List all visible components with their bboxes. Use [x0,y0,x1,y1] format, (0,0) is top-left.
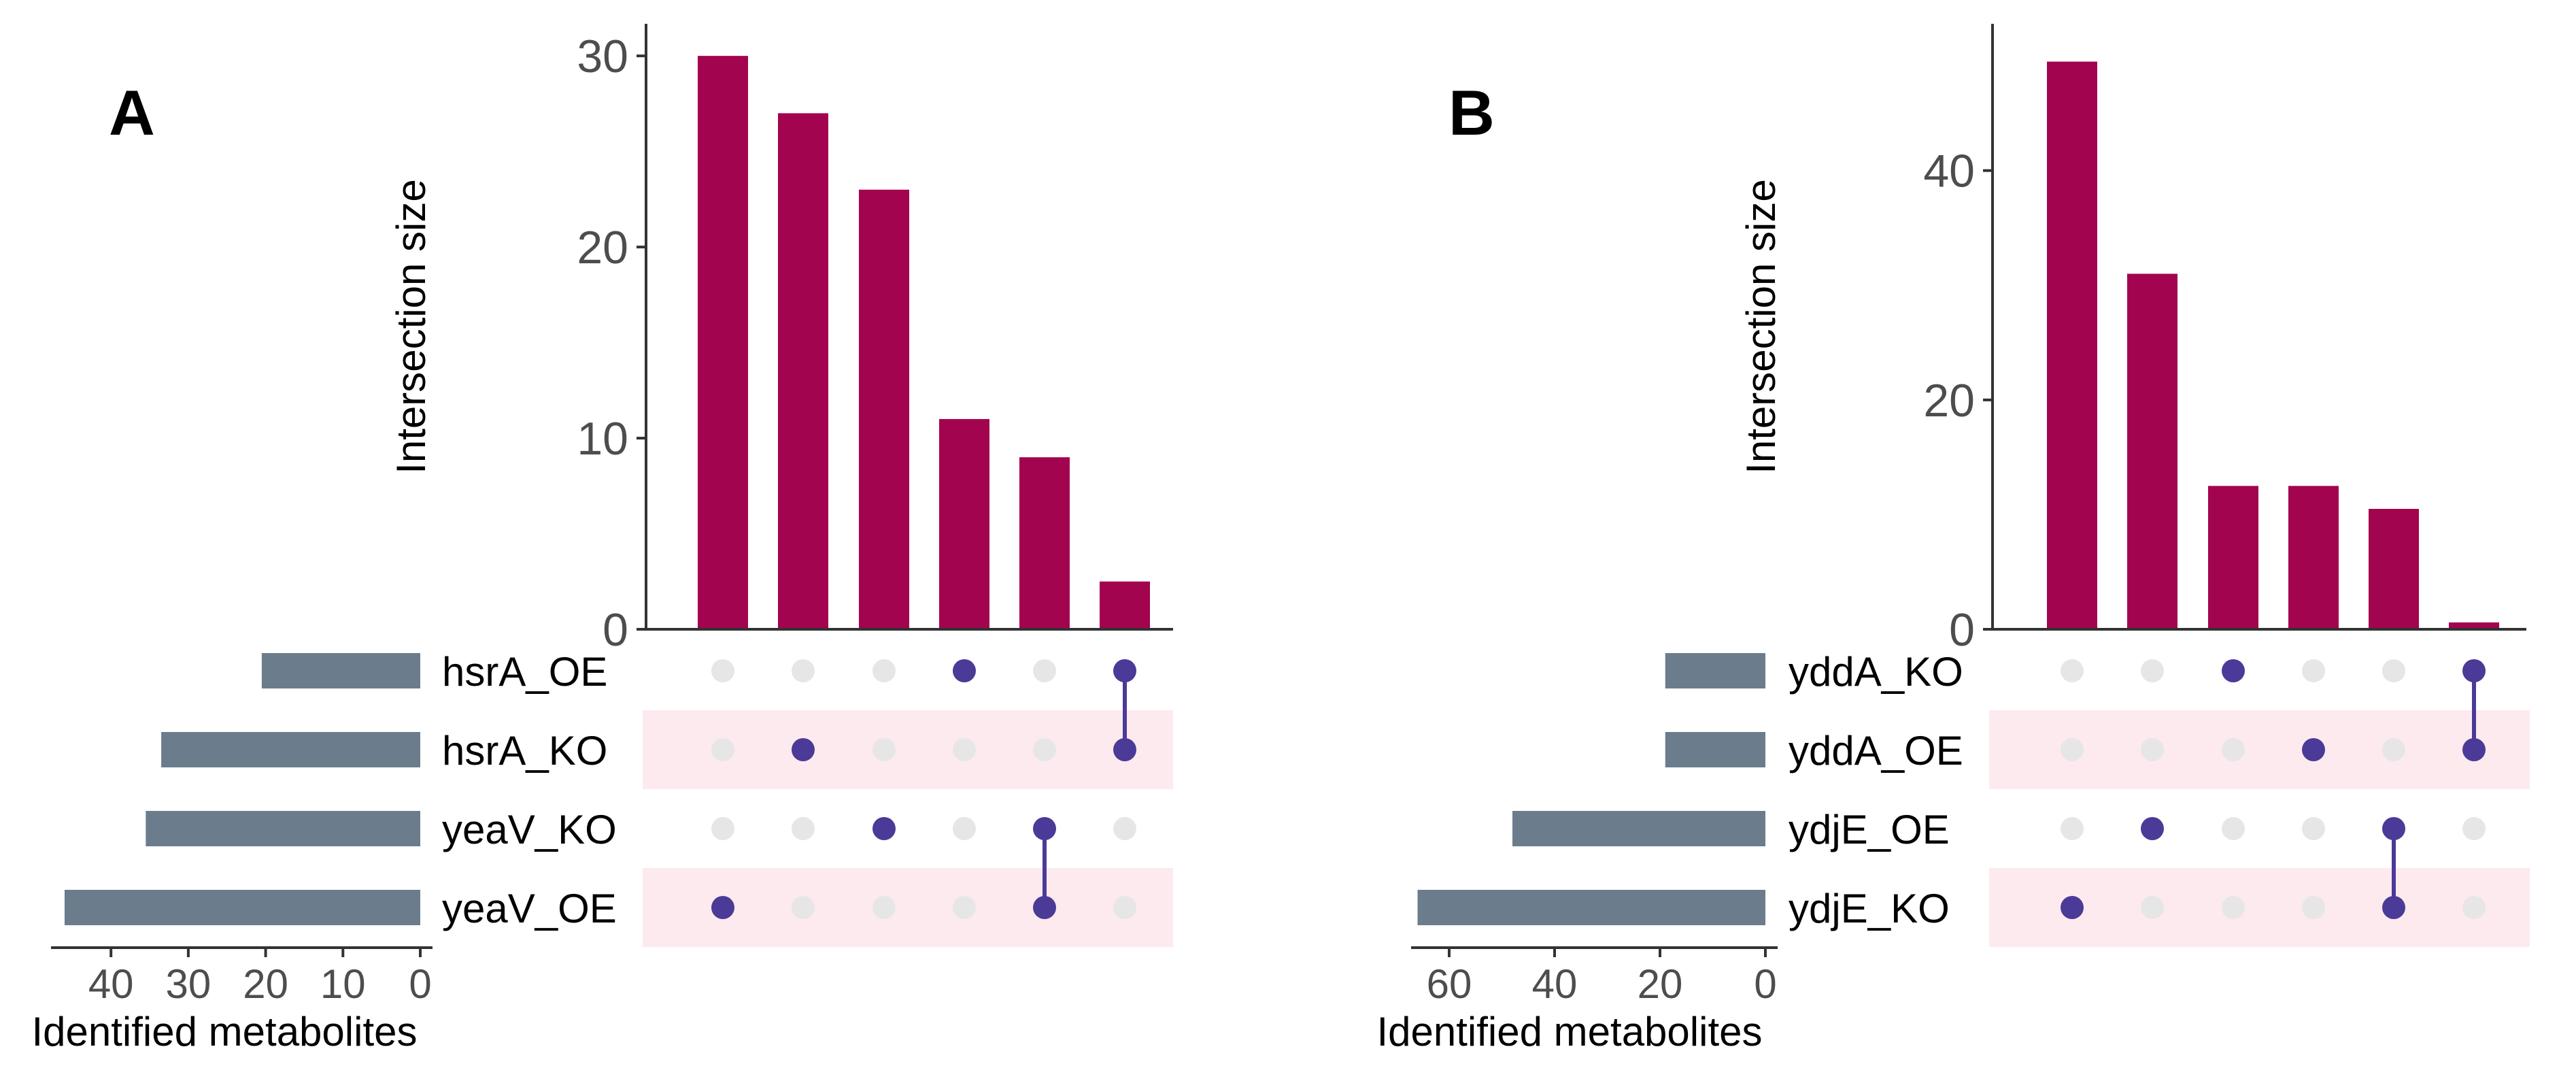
set-label: yeaV_OE [442,886,617,931]
set-tick-label: 0 [1754,961,1776,1007]
intersection-axis-label: Intersection size [388,179,434,474]
matrix-dot-empty [792,817,815,840]
y-tick-label: 40 [1923,146,1975,197]
matrix-dot-empty [1033,659,1056,682]
set-size-bar [261,653,420,688]
matrix-dot-empty [2141,896,2164,919]
matrix-dot-empty [2462,817,2486,840]
intersection-bar [859,189,909,629]
intersection-bar [2127,273,2177,629]
matrix-dot-filled [2462,659,2486,682]
set-label: hsrA_KO [442,728,607,774]
matrix-dot-filled [872,817,896,840]
set-tick-label: 40 [1532,961,1578,1007]
matrix-dot-empty [2222,896,2245,919]
panel-label: A [109,77,155,148]
set-label: yddA_KO [1789,649,1963,695]
matrix-dot-empty [2302,817,2325,840]
matrix-dot-empty [1113,817,1136,840]
intersection-bar [698,56,748,629]
matrix-dot-empty [792,896,815,919]
set-size-bar [1665,732,1765,767]
matrix-dot-empty [2382,659,2405,682]
matrix-dot-empty [2061,817,2084,840]
intersection-bar [778,113,828,629]
set-size-bar [146,811,421,846]
matrix-dot-filled [2382,817,2405,840]
intersection-bar [2449,622,2499,629]
matrix-dot-filled [2382,896,2405,919]
matrix-dot-empty [711,817,734,840]
set-label: ydjE_OE [1789,807,1950,852]
matrix-dot-empty [2302,896,2325,919]
matrix-dot-filled [2061,896,2084,919]
matrix-dot-empty [2141,659,2164,682]
matrix-dot-filled [2462,738,2486,761]
set-size-bar [1512,811,1765,846]
set-label: hsrA_OE [442,649,607,695]
intersection-bar [2369,509,2419,629]
set-tick-label: 30 [166,961,211,1007]
matrix-dot-filled [711,896,734,919]
set-tick-label: 10 [320,961,366,1007]
y-tick-label: 0 [1949,604,1975,656]
intersection-bar [2047,61,2097,630]
set-label: ydjE_KO [1789,886,1950,931]
matrix-dot-filled [2222,659,2245,682]
set-tick-label: 60 [1427,961,1472,1007]
matrix-dot-empty [872,738,896,761]
y-tick-label: 10 [577,413,628,465]
y-tick-label: 0 [603,604,628,656]
matrix-dot-empty [2462,896,2486,919]
matrix-dot-empty [872,659,896,682]
y-tick-label: 30 [577,31,628,82]
set-size-bar [161,732,421,767]
matrix-dot-filled [1033,817,1056,840]
set-tick-label: 20 [243,961,288,1007]
set-label: yddA_OE [1789,728,1963,774]
set-size-bar [1417,890,1765,925]
set-size-bar [64,890,421,925]
set-label: yeaV_KO [442,807,617,852]
y-tick-label: 20 [577,222,628,273]
intersection-bar [1100,581,1150,629]
matrix-dot-empty [2061,659,2084,682]
matrix-dot-filled [2302,738,2325,761]
y-tick-label: 20 [1923,375,1975,427]
intersection-axis-label: Intersection size [1738,179,1784,474]
matrix-dot-empty [2141,738,2164,761]
set-axis-label: Identified metabolites [31,1009,417,1054]
matrix-dot-empty [2222,738,2245,761]
set-tick-label: 20 [1638,961,1683,1007]
matrix-dot-empty [953,738,976,761]
matrix-dot-filled [1113,659,1136,682]
set-axis-label: Identified metabolites [1376,1009,1762,1054]
set-tick-label: 40 [88,961,134,1007]
matrix-dot-empty [711,659,734,682]
set-tick-label: 0 [409,961,431,1007]
matrix-dot-empty [792,659,815,682]
matrix-dot-empty [1113,896,1136,919]
intersection-bar [2288,486,2339,629]
matrix-dot-empty [872,896,896,919]
matrix-dot-filled [2141,817,2164,840]
matrix-dot-empty [711,738,734,761]
matrix-dot-filled [792,738,815,761]
matrix-dot-empty [953,896,976,919]
matrix-dot-empty [953,817,976,840]
matrix-dot-empty [2061,738,2084,761]
intersection-bar [1019,457,1070,629]
matrix-dot-empty [2222,817,2245,840]
panel-label: B [1448,77,1495,148]
matrix-dot-empty [2302,659,2325,682]
intersection-bar [2208,486,2258,629]
set-size-bar [1665,653,1765,688]
matrix-dot-empty [1033,738,1056,761]
matrix-dot-filled [953,659,976,682]
matrix-dot-filled [1113,738,1136,761]
matrix-dot-empty [2382,738,2405,761]
intersection-bar [939,418,989,629]
matrix-dot-filled [1033,896,1056,919]
